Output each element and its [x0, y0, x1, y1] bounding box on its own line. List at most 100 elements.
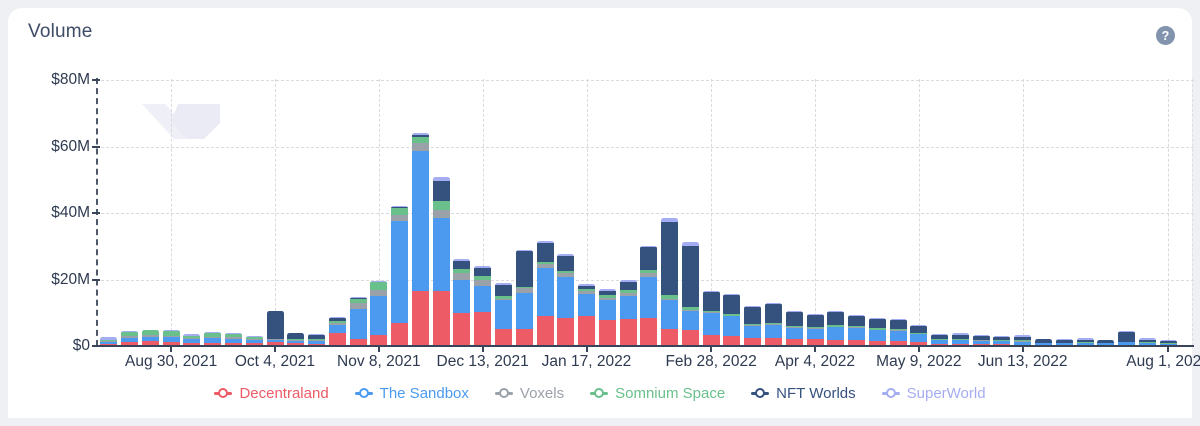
bar-segment-the-sandbox[interactable]: [620, 296, 637, 319]
bar-segment-voxels[interactable]: [370, 290, 387, 297]
bar-segment-the-sandbox[interactable]: [827, 327, 844, 339]
bar-segment-the-sandbox[interactable]: [557, 277, 574, 319]
bar-segment-the-sandbox[interactable]: [350, 309, 367, 339]
bar-segment-the-sandbox[interactable]: [744, 326, 761, 338]
bar-week-30[interactable]: [723, 294, 740, 347]
bar-week-16[interactable]: [433, 177, 450, 346]
bar-week-9[interactable]: [287, 333, 304, 346]
bar-segment-decentraland[interactable]: [578, 316, 595, 346]
bar-segment-nft-worlds[interactable]: [869, 319, 886, 328]
legend-item-voxels[interactable]: Voxels: [495, 385, 564, 402]
bar-segment-the-sandbox[interactable]: [516, 293, 533, 329]
bar-week-22[interactable]: [557, 254, 574, 346]
bar-week-13[interactable]: [370, 281, 387, 347]
bar-segment-the-sandbox[interactable]: [474, 286, 491, 312]
bar-segment-nft-worlds[interactable]: [661, 222, 678, 295]
bar-segment-the-sandbox[interactable]: [682, 311, 699, 329]
bar-segment-decentraland[interactable]: [557, 318, 574, 346]
bar-segment-nft-worlds[interactable]: [474, 268, 491, 276]
bar-week-1[interactable]: [121, 331, 138, 346]
bar-segment-decentraland[interactable]: [329, 333, 346, 346]
bar-segment-decentraland[interactable]: [412, 291, 429, 346]
bar-week-38[interactable]: [890, 319, 907, 346]
bar-segment-decentraland[interactable]: [599, 320, 616, 346]
bar-week-29[interactable]: [703, 291, 720, 346]
bar-segment-decentraland[interactable]: [537, 316, 554, 346]
bar-segment-the-sandbox[interactable]: [412, 151, 429, 291]
bar-segment-nft-worlds[interactable]: [495, 285, 512, 297]
bar-week-49[interactable]: [1118, 331, 1135, 346]
bar-segment-nft-worlds[interactable]: [765, 304, 782, 323]
bar-segment-decentraland[interactable]: [391, 323, 408, 346]
bar-week-15[interactable]: [412, 133, 429, 346]
bar-segment-nft-worlds[interactable]: [267, 311, 284, 339]
bar-week-12[interactable]: [350, 297, 367, 346]
bar-segment-the-sandbox[interactable]: [765, 325, 782, 338]
bar-segment-decentraland[interactable]: [516, 329, 533, 346]
bar-week-14[interactable]: [391, 206, 408, 346]
bar-week-32[interactable]: [765, 303, 782, 346]
bar-segment-nft-worlds[interactable]: [682, 246, 699, 308]
bar-segment-the-sandbox[interactable]: [786, 328, 803, 339]
bar-segment-decentraland[interactable]: [661, 329, 678, 346]
bar-week-39[interactable]: [910, 325, 927, 346]
bar-segment-somnium-space[interactable]: [433, 201, 450, 209]
bar-segment-the-sandbox[interactable]: [807, 329, 824, 340]
bar-segment-voxels[interactable]: [412, 143, 429, 152]
bar-segment-nft-worlds[interactable]: [890, 320, 907, 329]
bar-week-34[interactable]: [807, 314, 824, 346]
bar-segment-decentraland[interactable]: [453, 313, 470, 346]
bar-segment-nft-worlds[interactable]: [433, 181, 450, 201]
legend-item-nft-worlds[interactable]: NFT Worlds: [751, 385, 855, 402]
bar-week-2[interactable]: [142, 330, 159, 346]
bar-segment-the-sandbox[interactable]: [661, 300, 678, 329]
bar-segment-the-sandbox[interactable]: [723, 316, 740, 336]
bar-week-3[interactable]: [163, 330, 180, 346]
bar-week-27[interactable]: [661, 218, 678, 346]
bar-segment-decentraland[interactable]: [682, 330, 699, 346]
bar-segment-nft-worlds[interactable]: [910, 326, 927, 333]
bar-segment-nft-worlds[interactable]: [516, 251, 533, 287]
bar-segment-nft-worlds[interactable]: [848, 316, 865, 326]
bar-week-17[interactable]: [453, 259, 470, 346]
bar-segment-nft-worlds[interactable]: [640, 247, 657, 270]
bar-week-31[interactable]: [744, 306, 761, 346]
bar-segment-the-sandbox[interactable]: [890, 331, 907, 341]
bar-segment-the-sandbox[interactable]: [869, 330, 886, 341]
bar-segment-nft-worlds[interactable]: [807, 315, 824, 327]
bar-segment-somnium-space[interactable]: [370, 282, 387, 290]
bar-segment-nft-worlds[interactable]: [723, 295, 740, 314]
bar-segment-the-sandbox[interactable]: [433, 218, 450, 291]
bar-week-5[interactable]: [204, 332, 221, 346]
bar-segment-nft-worlds[interactable]: [786, 312, 803, 326]
bar-segment-nft-worlds[interactable]: [557, 256, 574, 271]
bar-week-21[interactable]: [537, 241, 554, 346]
bar-segment-nft-worlds[interactable]: [827, 312, 844, 325]
legend-item-superworld[interactable]: SuperWorld: [882, 385, 986, 402]
bar-week-26[interactable]: [640, 246, 657, 346]
legend-item-somnium-space[interactable]: Somnium Space: [590, 385, 725, 402]
bar-segment-decentraland[interactable]: [474, 312, 491, 346]
bar-segment-nft-worlds[interactable]: [1118, 332, 1135, 342]
bar-week-11[interactable]: [329, 317, 346, 346]
bar-segment-the-sandbox[interactable]: [453, 280, 470, 313]
bar-week-35[interactable]: [827, 311, 844, 346]
legend-item-the-sandbox[interactable]: The Sandbox: [355, 385, 469, 402]
bar-week-8[interactable]: [267, 311, 284, 346]
bar-week-37[interactable]: [869, 318, 886, 346]
bar-week-25[interactable]: [620, 280, 637, 346]
bar-segment-the-sandbox[interactable]: [329, 325, 346, 332]
bar-segment-nft-worlds[interactable]: [744, 307, 761, 324]
bar-segment-nft-worlds[interactable]: [537, 243, 554, 262]
bar-week-24[interactable]: [599, 289, 616, 346]
bar-segment-the-sandbox[interactable]: [578, 294, 595, 316]
bar-segment-the-sandbox[interactable]: [703, 313, 720, 335]
bar-segment-nft-worlds[interactable]: [453, 261, 470, 269]
bar-week-20[interactable]: [516, 250, 533, 346]
bar-week-19[interactable]: [495, 283, 512, 346]
bar-segment-the-sandbox[interactable]: [640, 277, 657, 319]
bar-segment-the-sandbox[interactable]: [391, 221, 408, 323]
bar-segment-the-sandbox[interactable]: [910, 334, 927, 342]
bar-segment-the-sandbox[interactable]: [495, 300, 512, 329]
bar-segment-decentraland[interactable]: [620, 319, 637, 346]
